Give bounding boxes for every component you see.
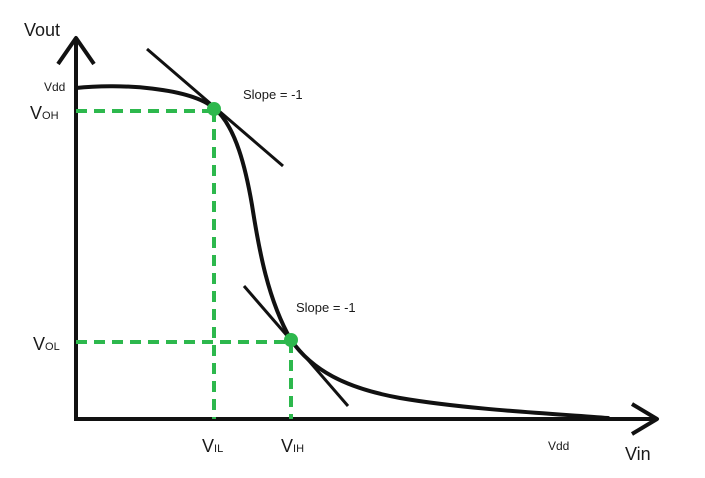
transfer-curve bbox=[74, 84, 610, 420]
slope-label-top: Slope = -1 bbox=[243, 87, 303, 102]
x-axis-arrowhead bbox=[630, 402, 659, 436]
x-axis-label: Vin bbox=[625, 444, 651, 464]
vih-label: VIH bbox=[281, 436, 304, 456]
voh-vil-point bbox=[207, 102, 221, 116]
slope-label-bottom: Slope = -1 bbox=[296, 300, 356, 315]
vdd-x-label: Vdd bbox=[548, 439, 569, 453]
voh-label: VOH bbox=[30, 103, 59, 123]
vol-label: VOL bbox=[33, 334, 60, 354]
guide-lines bbox=[76, 109, 293, 419]
vil-label: VIL bbox=[202, 436, 223, 456]
vdd-y-label: Vdd bbox=[44, 80, 65, 94]
vol-vih-point bbox=[284, 333, 298, 347]
y-axis-label: Vout bbox=[24, 20, 60, 40]
y-axis-arrowhead bbox=[56, 36, 96, 66]
